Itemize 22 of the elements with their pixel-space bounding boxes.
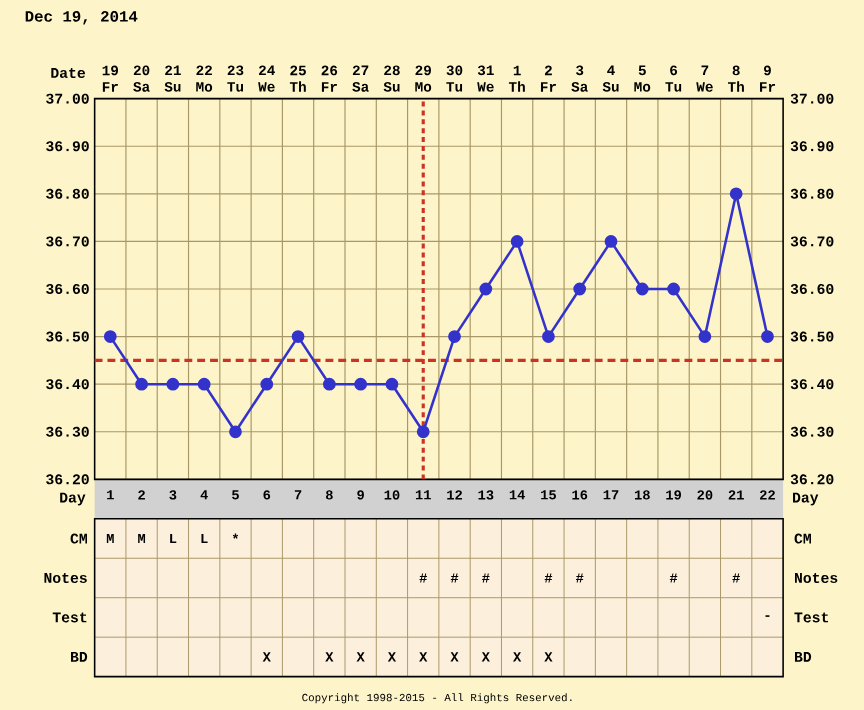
point <box>698 330 712 343</box>
point <box>322 377 336 391</box>
point <box>260 377 274 391</box>
point <box>166 377 180 391</box>
point <box>761 330 774 343</box>
point <box>416 425 430 439</box>
point <box>510 234 524 248</box>
point <box>573 282 587 296</box>
point <box>479 282 493 296</box>
point <box>229 425 242 439</box>
point <box>635 282 649 296</box>
point <box>667 282 680 296</box>
point <box>385 377 399 391</box>
point <box>103 330 117 343</box>
point <box>354 377 368 391</box>
point <box>448 330 461 343</box>
point <box>729 187 743 201</box>
point <box>542 330 555 343</box>
point <box>604 234 618 248</box>
point <box>291 330 305 343</box>
point <box>135 377 148 391</box>
point <box>197 377 211 391</box>
